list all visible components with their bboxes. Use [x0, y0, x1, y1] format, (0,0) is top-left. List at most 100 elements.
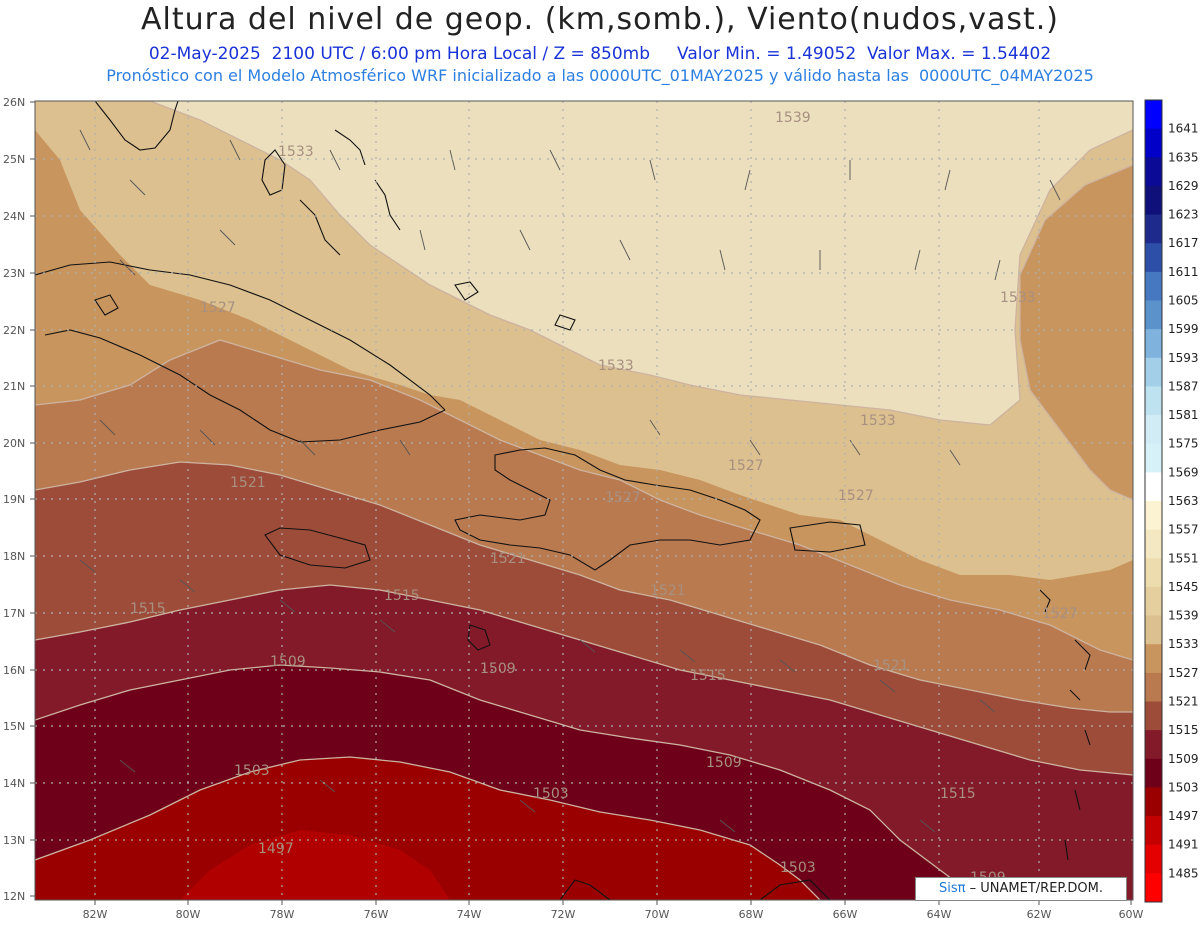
colorbar-label: 1593 [1168, 351, 1199, 365]
hispaniola [454, 447, 761, 571]
lon-label: 76W [364, 908, 389, 921]
contour-label: 1503 [234, 763, 270, 779]
colorbar-label: 1515 [1168, 723, 1199, 737]
colorbar-swatch [1145, 357, 1162, 387]
lon-label: 80W [176, 908, 201, 921]
contour-label: 1521 [873, 658, 909, 674]
colorbar-label: 1635 [1168, 150, 1199, 164]
contour-labels: 1539 1533 1527 1533 1533 1533 1527 1527 … [130, 110, 1078, 886]
contour-label: 1527 [200, 300, 236, 316]
colorbar-swatches [1145, 100, 1162, 903]
turks-caicos [554, 314, 576, 331]
colorbar-labels: 1641 1635 1629 1623 1617 1611 1605 1599 1593 1587… [1168, 122, 1199, 881]
isla-juventud [94, 294, 119, 316]
colorbar-label: 1605 [1168, 294, 1199, 308]
lat-label: 17N [3, 607, 25, 620]
colorbar-swatch [1145, 128, 1162, 158]
contour-label: 1503 [533, 786, 569, 802]
lon-label: 70W [645, 908, 670, 921]
south-america-coast [559, 879, 831, 900]
sispi-logo: Sisπ [939, 881, 966, 896]
lat-label: 15N [3, 720, 25, 733]
florida-coast [94, 101, 179, 151]
lat-label: 19N [3, 493, 25, 506]
colorbar-label: 1521 [1168, 695, 1199, 709]
contour-label: 1521 [650, 583, 686, 599]
colorbar-swatch [1145, 472, 1162, 502]
shaded-field: 1539 1533 1527 1533 1533 1533 1527 1527 … [35, 101, 1133, 900]
colorbar-swatch [1145, 529, 1162, 559]
colorbar-swatch [1145, 501, 1162, 531]
colorbar-label: 1539 [1168, 609, 1199, 623]
colorbar-swatch [1145, 758, 1162, 788]
contour-label: 1533 [598, 358, 634, 374]
colorbar-frame [1144, 99, 1163, 903]
colorbar-label: 1527 [1168, 666, 1199, 680]
map-title: Altura del nivel de geop. (km,somb.), Vi… [141, 2, 1059, 37]
colorbar-swatch [1145, 100, 1162, 130]
lat-label: 24N [3, 210, 25, 223]
colorbar-label: 1617 [1168, 236, 1199, 250]
colorbar-swatch [1145, 787, 1162, 817]
lat-label: 18N [3, 550, 25, 563]
colorbar-swatch [1145, 243, 1162, 273]
colorbar-swatch [1145, 214, 1162, 244]
contour-label: 1509 [270, 654, 306, 670]
contour-label: 1509 [480, 661, 516, 677]
contour-label: 1527 [728, 458, 764, 474]
colorbar-label: 1557 [1168, 523, 1199, 537]
lat-label: 14N [3, 777, 25, 790]
colorbar-label: 1503 [1168, 780, 1199, 794]
lat-label: 12N [3, 890, 25, 903]
map-subtitle-model-run: Pronóstico con el Modelo Atmosférico WRF… [106, 66, 1094, 85]
colorbar-label: 1599 [1168, 322, 1199, 336]
latitude-axis: 26N 25N 24N 23N 22N 21N 20N 19N 18N 17N … [3, 96, 35, 903]
colorbar-swatch [1145, 844, 1162, 874]
bahamas-inagua [454, 281, 479, 301]
lat-label: 16N [3, 664, 25, 677]
colorbar-label: 1485 [1168, 866, 1199, 880]
colorbar-label: 1641 [1168, 122, 1199, 136]
contour-label: 1527 [605, 490, 641, 506]
lesser-antilles [1039, 589, 1091, 861]
colorbar-label: 1545 [1168, 580, 1199, 594]
colorbar-label: 1563 [1168, 494, 1199, 508]
lat-label: 26N [3, 96, 25, 109]
colorbar-swatch [1145, 615, 1162, 645]
bahamas-long-island [374, 179, 401, 231]
lon-label: 60W [1119, 908, 1144, 921]
cuba-north [35, 261, 446, 411]
graticule [35, 101, 1133, 900]
lon-label: 78W [270, 908, 295, 921]
contour-label: 1539 [775, 110, 811, 126]
lat-label: 25N [3, 153, 25, 166]
bahamas-eleuthera [334, 129, 366, 166]
cuba-south [44, 329, 446, 443]
lon-label: 74W [457, 908, 482, 921]
contour-label: 1527 [1042, 606, 1078, 622]
colorbar-swatch [1145, 415, 1162, 445]
colorbar-swatch [1145, 329, 1162, 359]
colorbar-swatch [1145, 157, 1162, 187]
colorbar-swatch [1145, 730, 1162, 760]
colorbar-label: 1551 [1168, 551, 1199, 565]
contour-label: 1521 [873, 658, 909, 674]
bahamas-exuma [299, 199, 341, 256]
colorbar-label: 1581 [1168, 408, 1199, 422]
colorbar-swatch [1145, 185, 1162, 216]
colorbar-label: 1587 [1168, 379, 1199, 393]
colorbar-label: 1533 [1168, 637, 1199, 651]
lon-label: 62W [1027, 908, 1052, 921]
lat-label: 13N [3, 834, 25, 847]
colorbar-swatch [1145, 672, 1162, 702]
colorbar-label: 1491 [1168, 838, 1199, 852]
colorbar-label: 1623 [1168, 208, 1199, 222]
band-1491 [180, 830, 450, 900]
contour-label: 1509 [706, 755, 742, 771]
colorbar-swatch [1145, 300, 1162, 330]
wind-barbs [79, 129, 1061, 833]
navassa-cays [467, 624, 491, 651]
credit-text: – UNAMET/REP.DOM. [965, 881, 1103, 896]
lat-label: 23N [3, 267, 25, 280]
colorbar-label: 1497 [1168, 809, 1199, 823]
